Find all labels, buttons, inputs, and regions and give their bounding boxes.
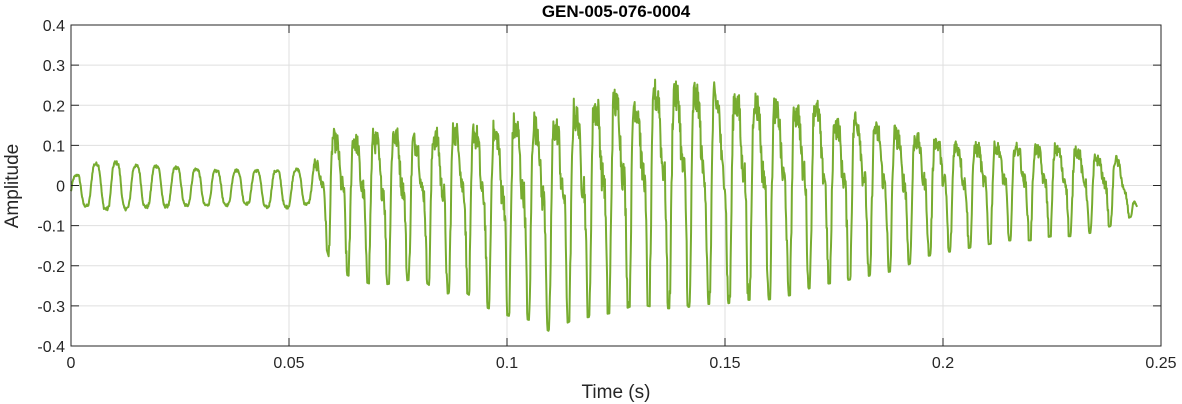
axis-ticks: [70, 24, 1162, 347]
y-tick-label: 0: [56, 179, 65, 196]
y-tick-label: 0.2: [43, 98, 65, 115]
x-tick-label: 0.05: [273, 355, 304, 372]
y-axis-label: Amplitude: [2, 144, 23, 229]
y-tick-label: -0.2: [37, 259, 65, 276]
y-tick-labels: -0.4 -0.3 -0.2 -0.1 0 0.1 0.2 0.3 0.4: [37, 18, 65, 356]
y-tick-label: 0.4: [43, 18, 65, 35]
y-tick-label: -0.3: [37, 299, 65, 316]
series-line: [70, 78, 1138, 332]
y-tick-label: 0.3: [43, 58, 65, 75]
x-tick-label: 0: [67, 355, 76, 372]
x-tick-label: 0.2: [932, 355, 954, 372]
x-tick-labels: 0 0.05 0.1 0.15 0.2 0.25: [67, 355, 1177, 372]
y-tick-label: -0.1: [37, 219, 65, 236]
x-tick-label: 0.25: [1145, 355, 1176, 372]
x-tick-label: 0.15: [709, 355, 740, 372]
x-axis-label: Time (s): [582, 382, 651, 403]
x-tick-label: 0.1: [496, 355, 518, 372]
chart-title: GEN-005-076-0004: [542, 2, 691, 21]
y-tick-label: 0.1: [43, 138, 65, 155]
y-tick-label: -0.4: [37, 339, 65, 356]
